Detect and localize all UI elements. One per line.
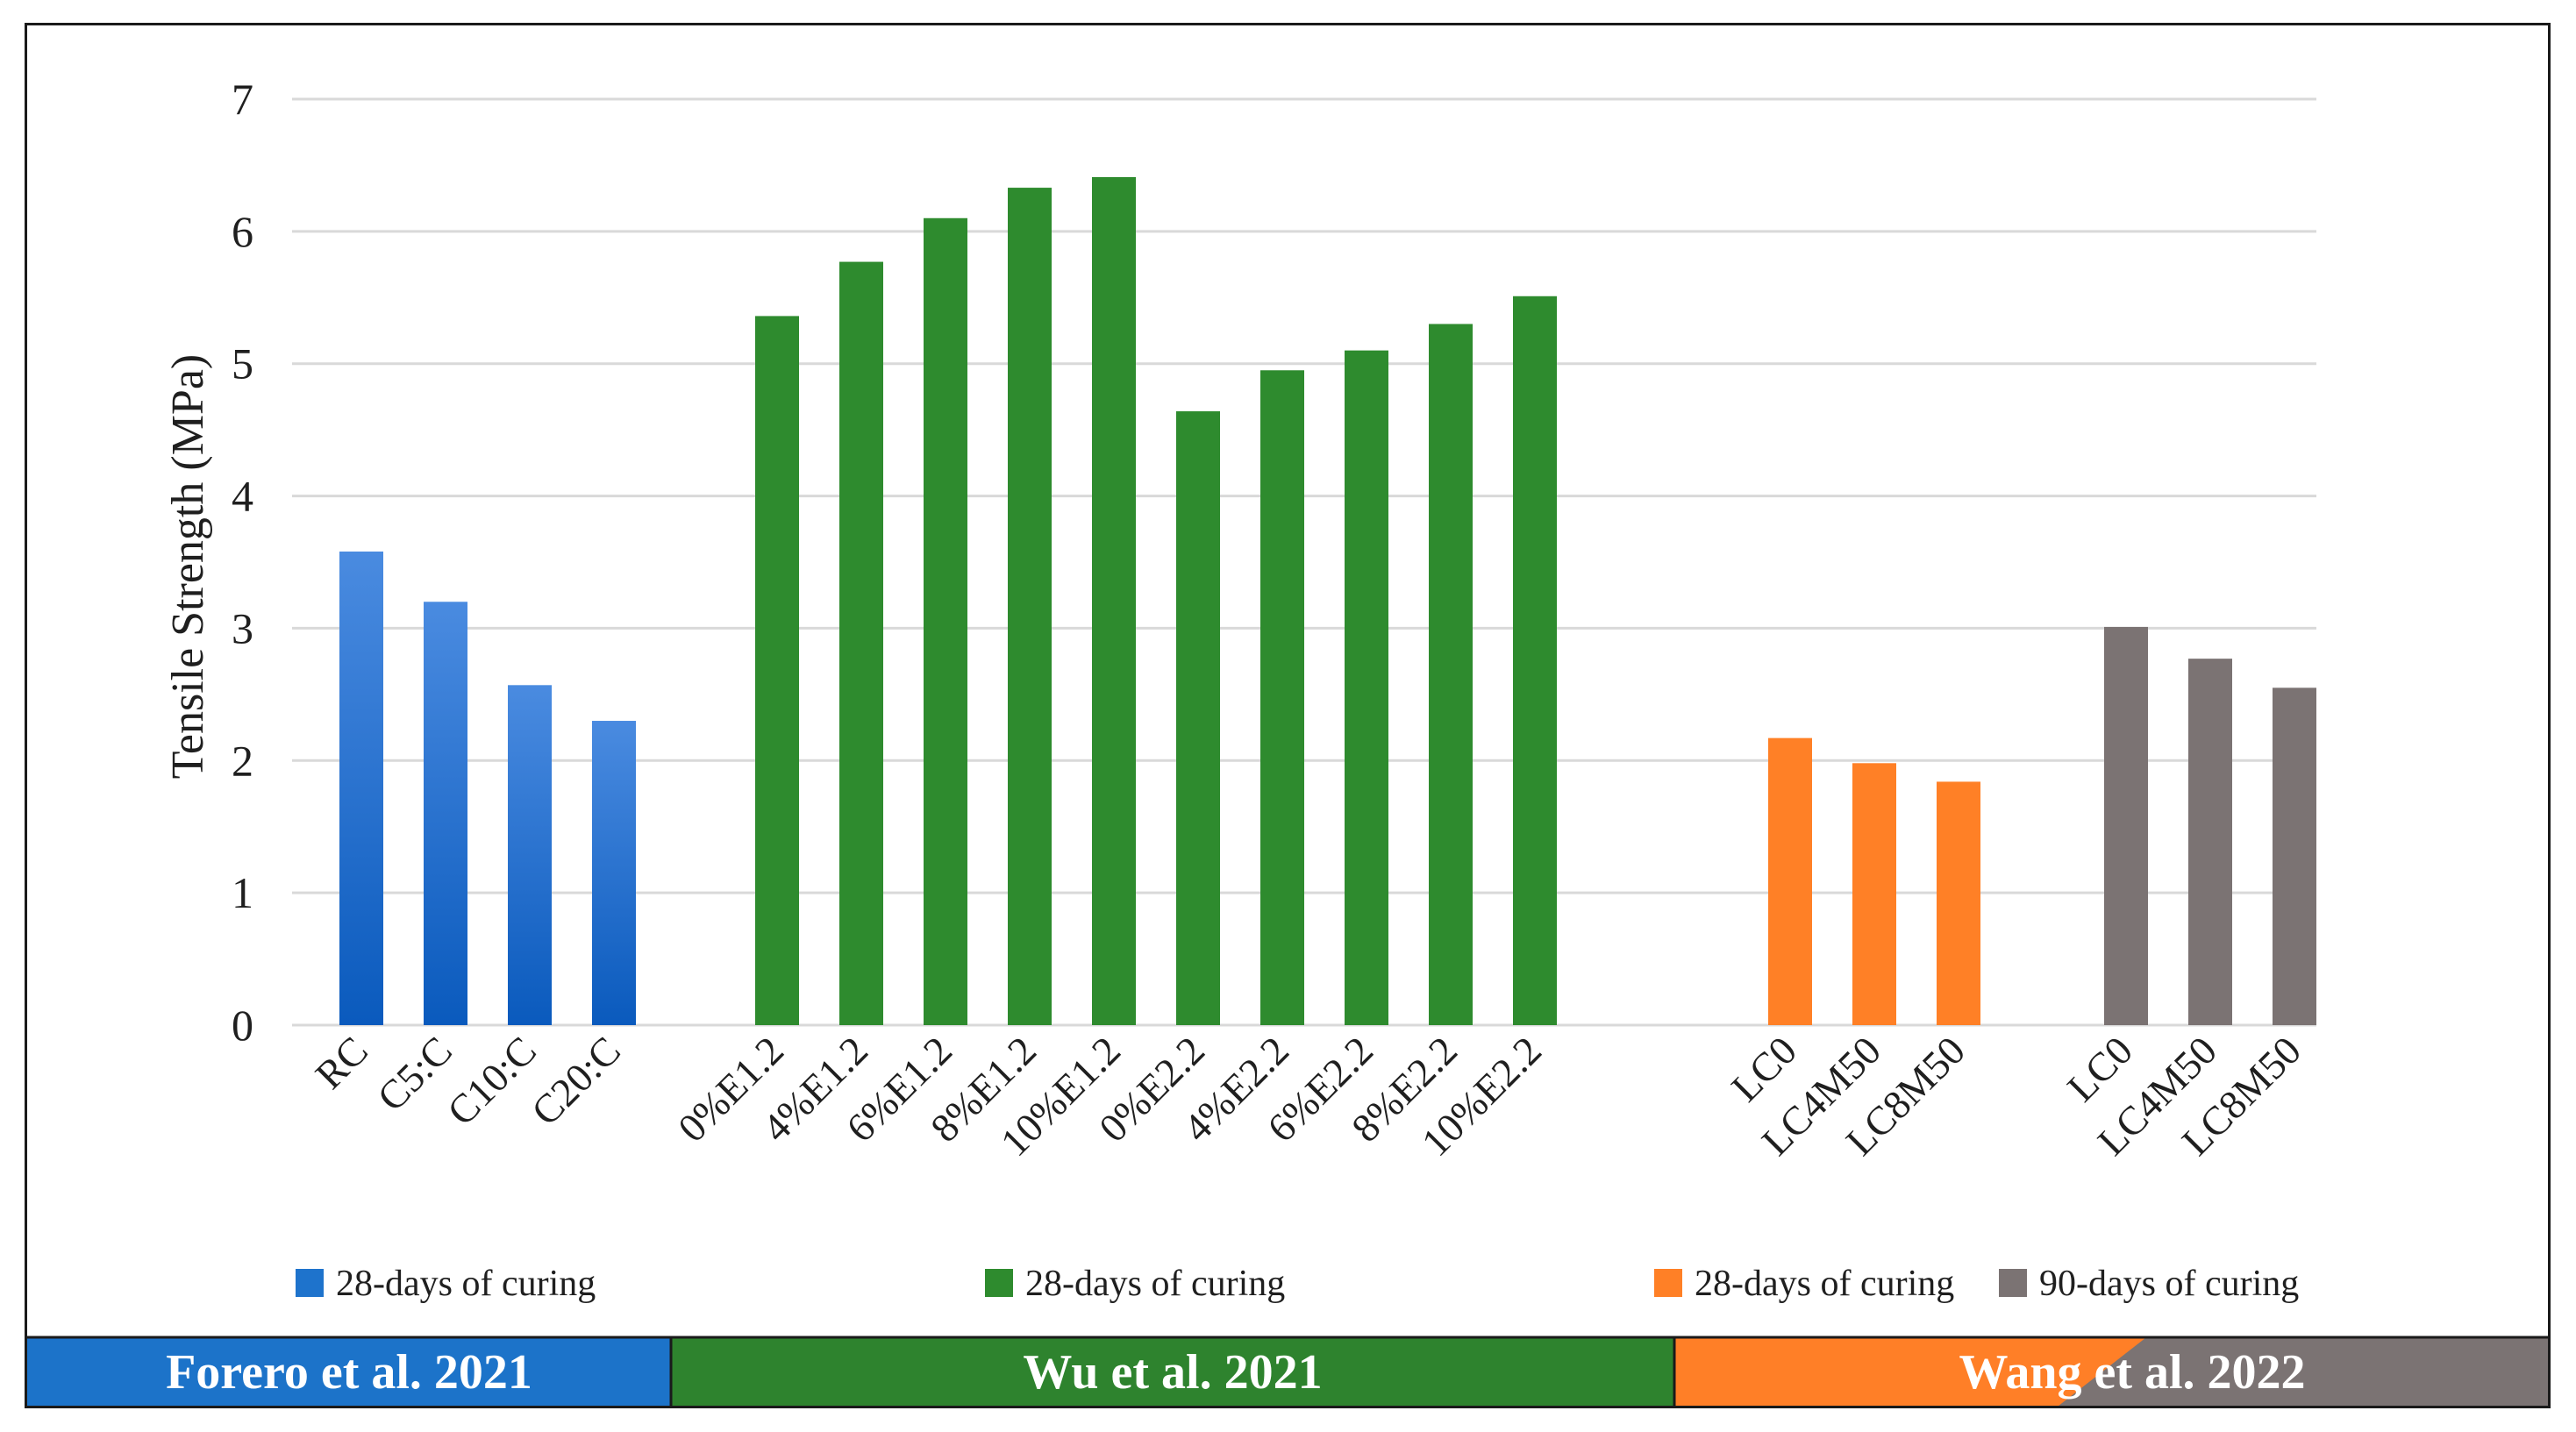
band-wang-orange <box>1674 1337 2147 1406</box>
legend-swatch-g3 <box>1999 1269 2027 1297</box>
x-tick-label-rc-g0: RC <box>307 1028 376 1097</box>
y-tick-label-6: 6 <box>232 207 253 256</box>
y-tick-label-0: 0 <box>232 1001 253 1050</box>
legend-label-g3: 90-days of curing <box>2039 1264 2299 1304</box>
chart-frame: 0 1 2 3 4 5 6 7 RC C5:C C10:C C20:C 0%E1.2 4%E1.2 6%E1… <box>25 23 2551 1408</box>
band-label-0: Forero et al. 2021 <box>166 1345 532 1400</box>
bar-0-e2-2-g1 <box>1176 411 1220 1026</box>
bar-6-e2-2-g1 <box>1345 350 1388 1026</box>
bar-lc4m50-g3 <box>2188 659 2232 1025</box>
bar-c20-c-g0 <box>592 721 636 1025</box>
bar-lc4m50-g2 <box>1852 763 1896 1025</box>
x-tick-label-c10-c-g0: C10:C <box>439 1028 545 1134</box>
y-axis-label: Tensile Strength (MPa) <box>163 354 213 780</box>
y-tick-label-3: 3 <box>232 603 253 652</box>
legend-swatch-g1 <box>985 1269 1013 1297</box>
bar-0-e1-2-g1 <box>755 316 799 1025</box>
legend-label-g0: 28-days of curing <box>336 1264 596 1304</box>
y-tick-label-5: 5 <box>232 339 253 388</box>
bar-c10-c-g0 <box>508 685 552 1025</box>
y-tick-label-1: 1 <box>232 868 253 917</box>
bar-lc0-g2 <box>1768 737 1812 1025</box>
bar-4-e1-2-g1 <box>839 261 883 1025</box>
bar-8-e2-2-g1 <box>1429 324 1473 1025</box>
bar-6-e1-2-g1 <box>924 217 967 1025</box>
y-tick-label-4: 4 <box>232 472 253 521</box>
bar-lc8m50-g2 <box>1937 781 1980 1025</box>
band-label-1: Wu et al. 2021 <box>1023 1345 1322 1400</box>
legend-swatch-g0 <box>296 1269 324 1297</box>
bar-8-e1-2-g1 <box>1008 188 1052 1025</box>
bar-10-e2-2-g1 <box>1513 296 1557 1026</box>
bar-lc0-g3 <box>2104 626 2148 1025</box>
legend-swatch-g2 <box>1654 1269 1682 1297</box>
band-0 <box>27 1337 671 1406</box>
y-tick-label-2: 2 <box>232 736 253 785</box>
x-tick-label-c20-c-g0: C20:C <box>523 1028 629 1134</box>
bar-10-e1-2-g1 <box>1092 177 1136 1025</box>
bar-lc8m50-g3 <box>2273 688 2316 1025</box>
bar-rc-g0 <box>339 551 383 1025</box>
bar-c5-c-g0 <box>424 602 467 1025</box>
legend-label-g2: 28-days of curing <box>1695 1264 1954 1304</box>
band-1 <box>671 1337 1674 1406</box>
y-tick-label-7: 7 <box>232 75 253 124</box>
bar-4-e2-2-g1 <box>1260 370 1304 1025</box>
legend-label-g1: 28-days of curing <box>1025 1264 1285 1304</box>
band-label-2: Wang et al. 2022 <box>1959 1345 2305 1400</box>
